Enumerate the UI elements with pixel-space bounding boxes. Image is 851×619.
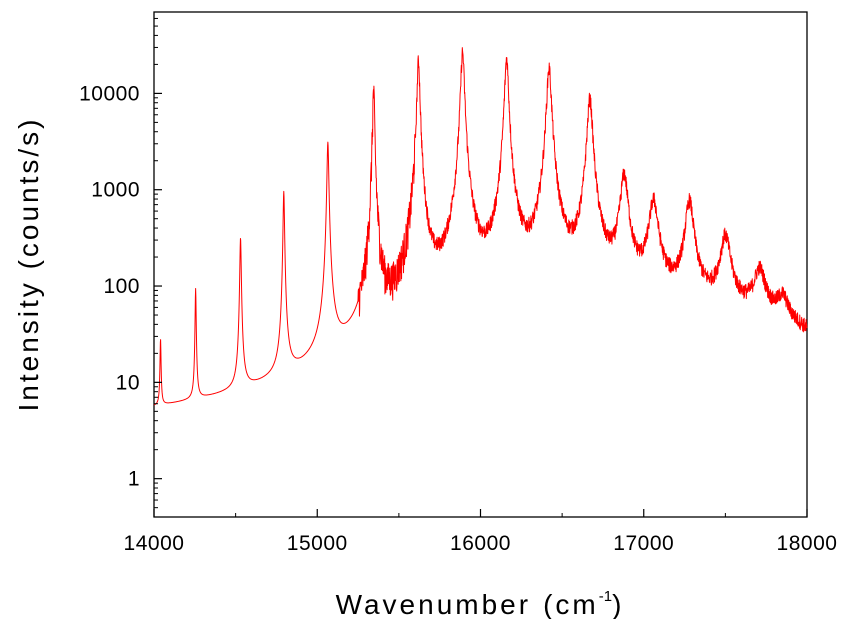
- x-axis-title-unit: (cm: [543, 589, 599, 619]
- x-axis-title: Wavenumber (cm-1): [336, 588, 625, 619]
- plot-frame: [153, 11, 808, 518]
- x-tick-label: 15000: [287, 532, 348, 555]
- x-tick-label: 17000: [613, 532, 674, 555]
- y-tick-label: 10000: [79, 82, 140, 105]
- y-tick-label: 1: [128, 468, 140, 491]
- x-tick-label: 18000: [777, 532, 838, 555]
- y-tick-label: 1000: [91, 179, 140, 202]
- x-axis-title-exponent: -1: [599, 588, 612, 605]
- x-axis-title-unit-close: ): [612, 589, 624, 619]
- spectrum-series: [153, 47, 808, 406]
- spectrum-line: [153, 47, 808, 406]
- y-tick-label: 100: [103, 275, 140, 298]
- y-tick-label: 10: [116, 371, 140, 394]
- x-axis-title-main: Wavenumber: [336, 589, 531, 619]
- x-tick-label: 14000: [124, 532, 185, 555]
- axes: 14000 15000 16000 17000 18000 1 10 100 1000 10000: [79, 17, 838, 555]
- x-tick-label: 16000: [450, 532, 511, 555]
- y-axis-title: Intensity (counts/s): [13, 117, 44, 412]
